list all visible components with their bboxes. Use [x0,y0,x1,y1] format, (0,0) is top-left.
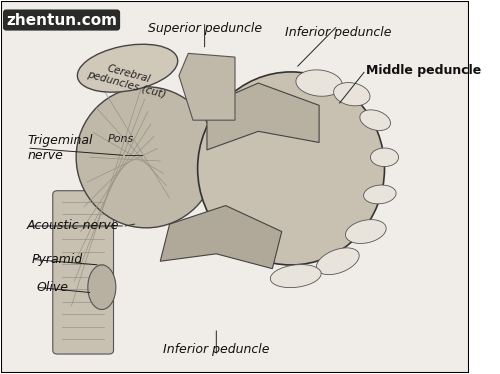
Text: Trigeminal
nerve: Trigeminal nerve [27,134,92,162]
Ellipse shape [360,110,390,131]
Ellipse shape [198,72,384,265]
Text: Inferior peduncle: Inferior peduncle [163,343,270,356]
Ellipse shape [364,185,396,204]
Ellipse shape [270,264,321,288]
Ellipse shape [346,220,386,243]
Polygon shape [207,83,319,150]
Ellipse shape [316,248,359,275]
Text: Superior peduncle: Superior peduncle [148,22,262,35]
Ellipse shape [370,148,398,166]
Text: Pyramid: Pyramid [32,253,83,266]
Polygon shape [160,206,282,269]
Text: Cerebral
peduncles (cut): Cerebral peduncles (cut) [86,58,170,100]
Polygon shape [179,53,235,120]
Text: Olive: Olive [36,281,68,294]
Text: Pons: Pons [108,134,134,144]
Ellipse shape [76,87,216,228]
Text: Acoustic nerve: Acoustic nerve [27,220,120,233]
Ellipse shape [88,265,116,310]
Ellipse shape [334,83,370,106]
Ellipse shape [296,70,343,96]
Ellipse shape [78,44,178,92]
FancyBboxPatch shape [53,191,114,354]
Text: zhentun.com: zhentun.com [6,12,117,28]
Text: Inferior peduncle: Inferior peduncle [284,25,391,39]
Text: Middle peduncle: Middle peduncle [366,64,481,77]
